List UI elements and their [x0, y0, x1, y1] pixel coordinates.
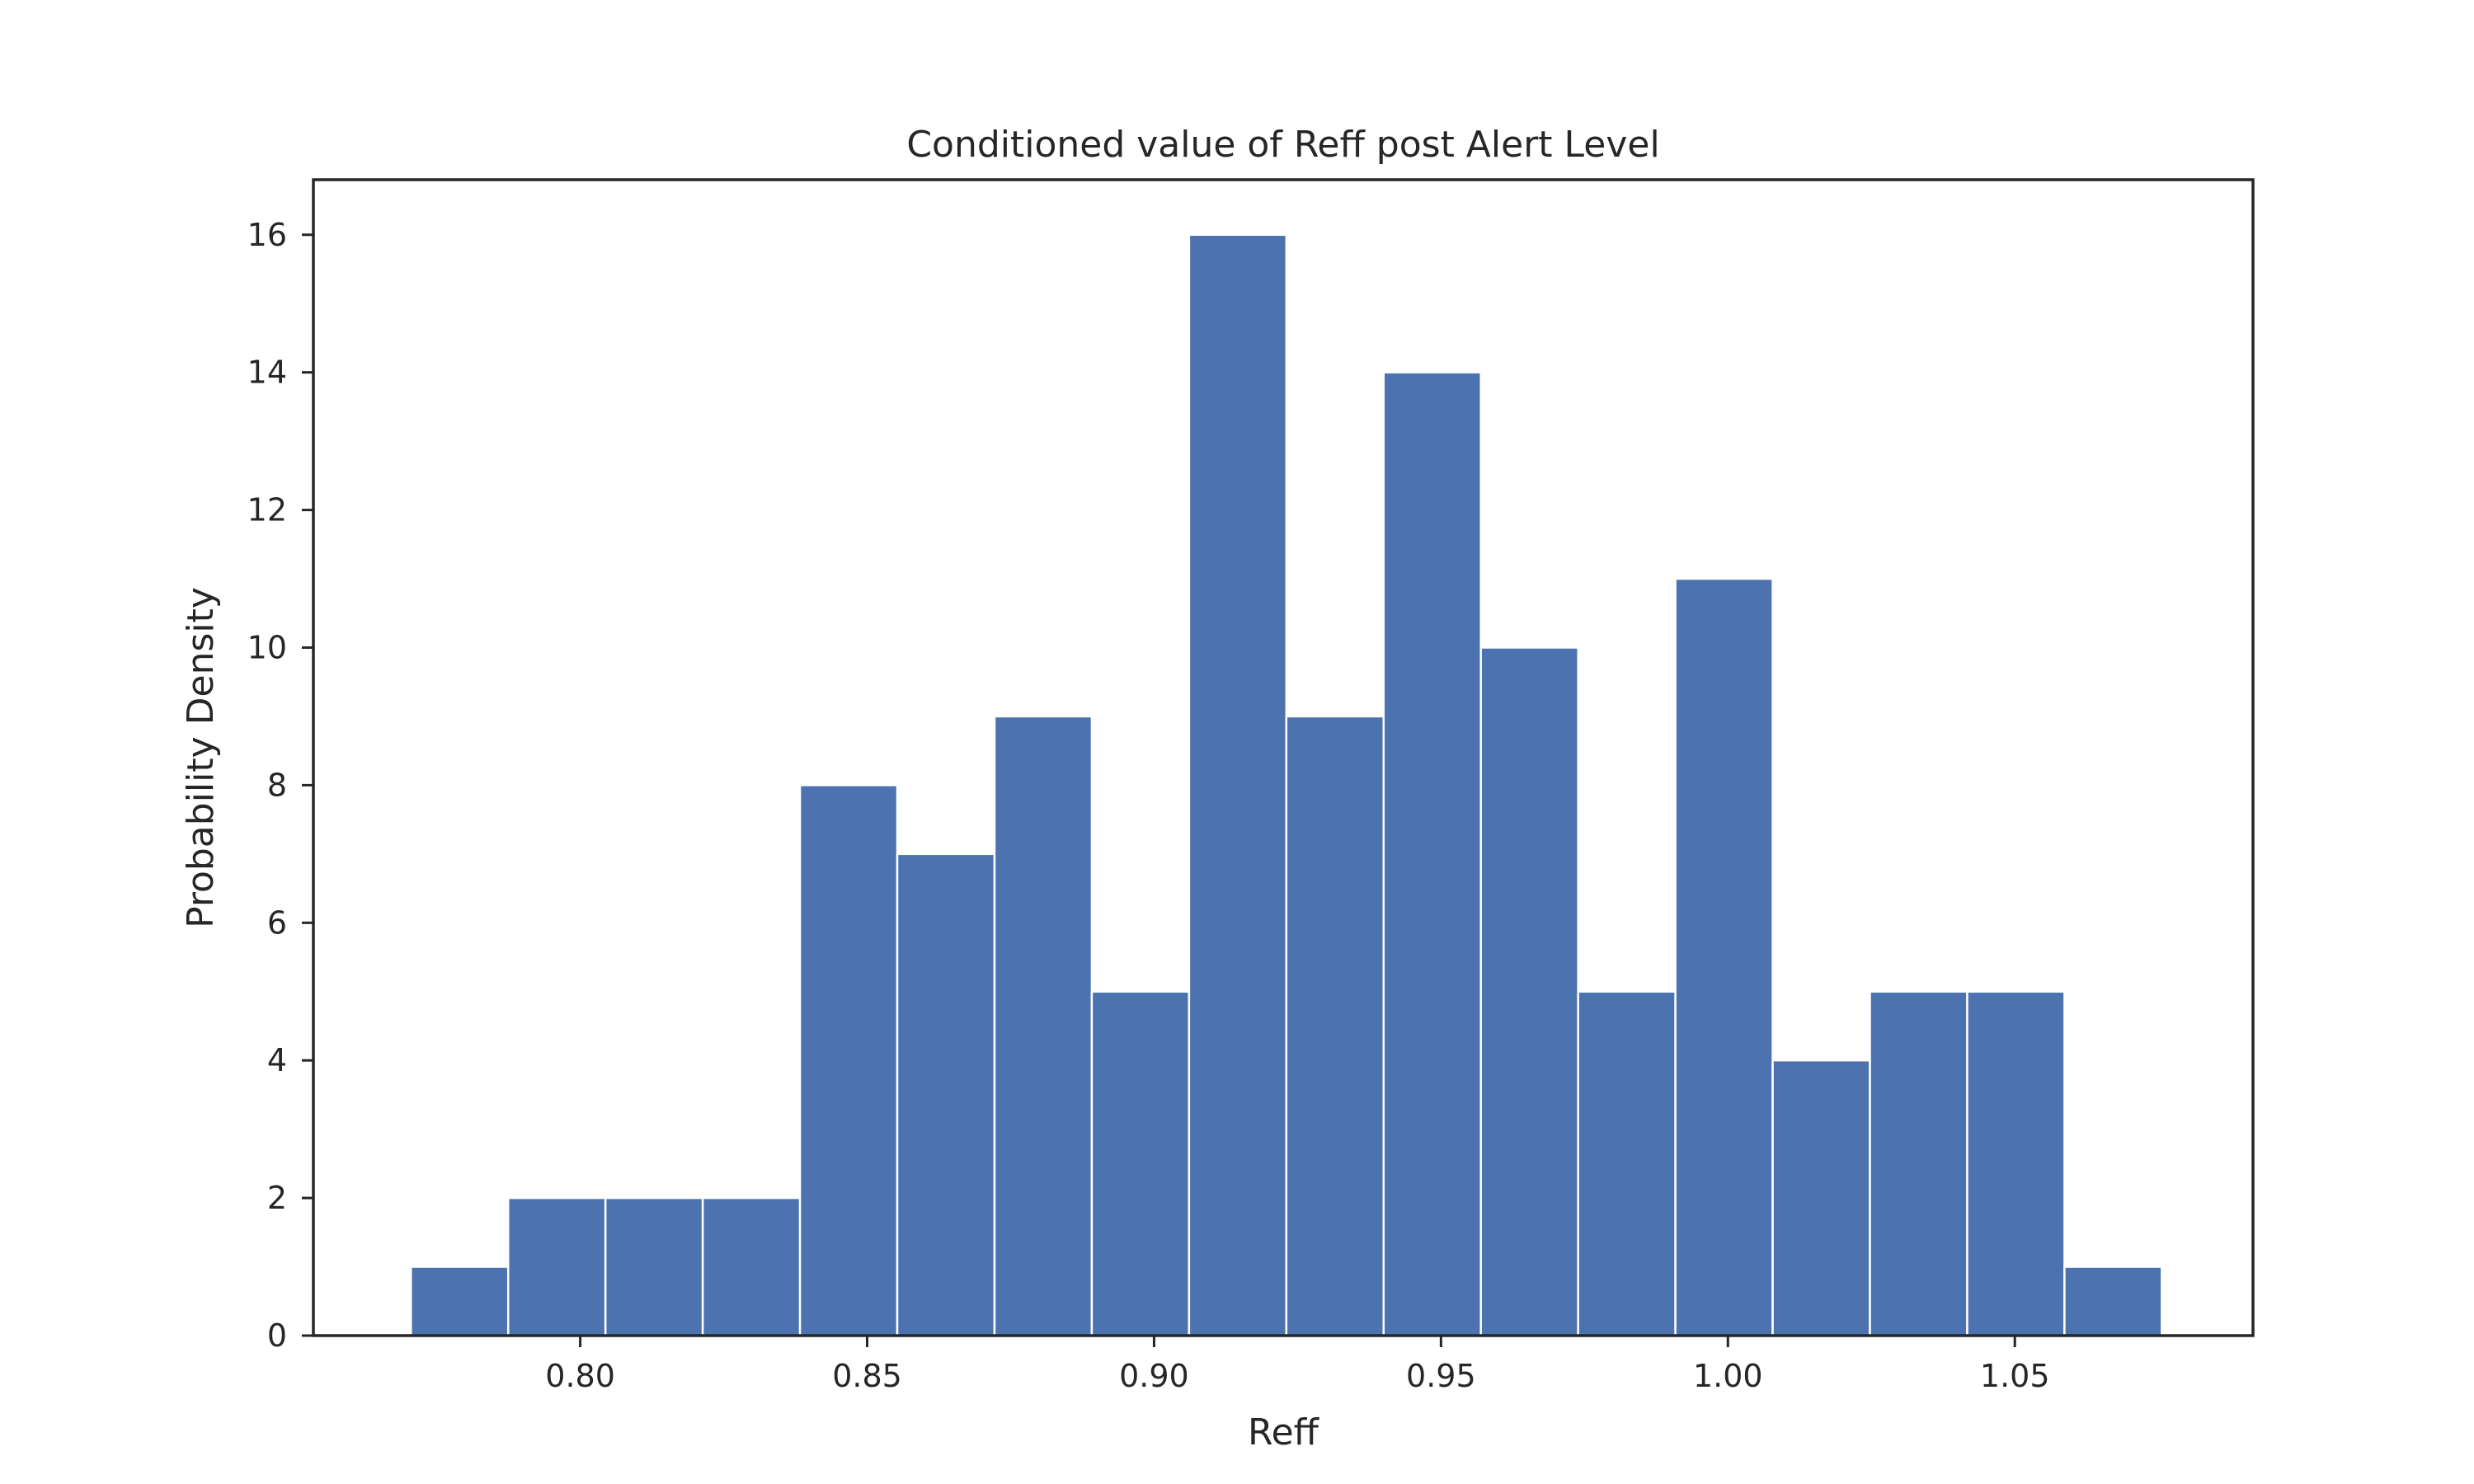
histogram-bar — [1479, 646, 1579, 1337]
x-tick-label: 0.80 — [545, 1358, 615, 1394]
histogram-bar — [1674, 577, 1774, 1337]
y-tick-label: 4 — [267, 1042, 287, 1078]
histogram-bar — [798, 784, 899, 1337]
y-tick-label: 12 — [247, 492, 287, 528]
histogram-bar — [896, 852, 996, 1337]
y-tick-label: 10 — [247, 629, 287, 665]
y-tick-label: 6 — [267, 904, 287, 941]
x-tick-label: 1.00 — [1693, 1358, 1763, 1394]
y-tick-label: 2 — [267, 1180, 287, 1216]
bars-group — [410, 233, 2163, 1337]
histogram-bar — [506, 1196, 607, 1337]
histogram-bar — [1090, 990, 1191, 1337]
y-tick-label: 8 — [267, 767, 287, 803]
y-tick-label: 16 — [247, 217, 287, 253]
y-axis-label: Probability Density — [180, 587, 222, 928]
x-axis: 0.80 0.85 0.90 0.95 1.00 1.05 — [545, 1336, 2050, 1394]
y-tick-label: 0 — [267, 1317, 287, 1354]
histogram-bar — [701, 1196, 802, 1337]
plot-frame — [312, 178, 2255, 1337]
x-tick-label: 1.05 — [1980, 1358, 2050, 1394]
histogram-bar — [2063, 1266, 2163, 1337]
chart-title: Conditioned value of Reff post Alert Lev… — [906, 124, 1659, 166]
x-tick-label: 0.90 — [1119, 1358, 1189, 1394]
x-axis-label: Reff — [1248, 1411, 1320, 1453]
histogram-bar — [1869, 990, 1968, 1337]
histogram-bar — [410, 1266, 510, 1337]
histogram-bar — [1188, 233, 1288, 1337]
histogram-bar — [1577, 990, 1677, 1337]
y-axis: 0 2 4 6 8 10 12 14 16 — [247, 217, 313, 1354]
histogram-bar — [1382, 371, 1482, 1337]
y-tick-label: 14 — [247, 355, 287, 391]
histogram-bar — [1966, 990, 2066, 1337]
histogram-bar — [993, 715, 1094, 1337]
x-tick-label: 0.95 — [1406, 1358, 1476, 1394]
histogram-bar — [1285, 715, 1385, 1337]
histogram-bar — [1771, 1059, 1871, 1337]
x-tick-label: 0.85 — [832, 1358, 902, 1394]
histogram-bar — [604, 1196, 704, 1337]
